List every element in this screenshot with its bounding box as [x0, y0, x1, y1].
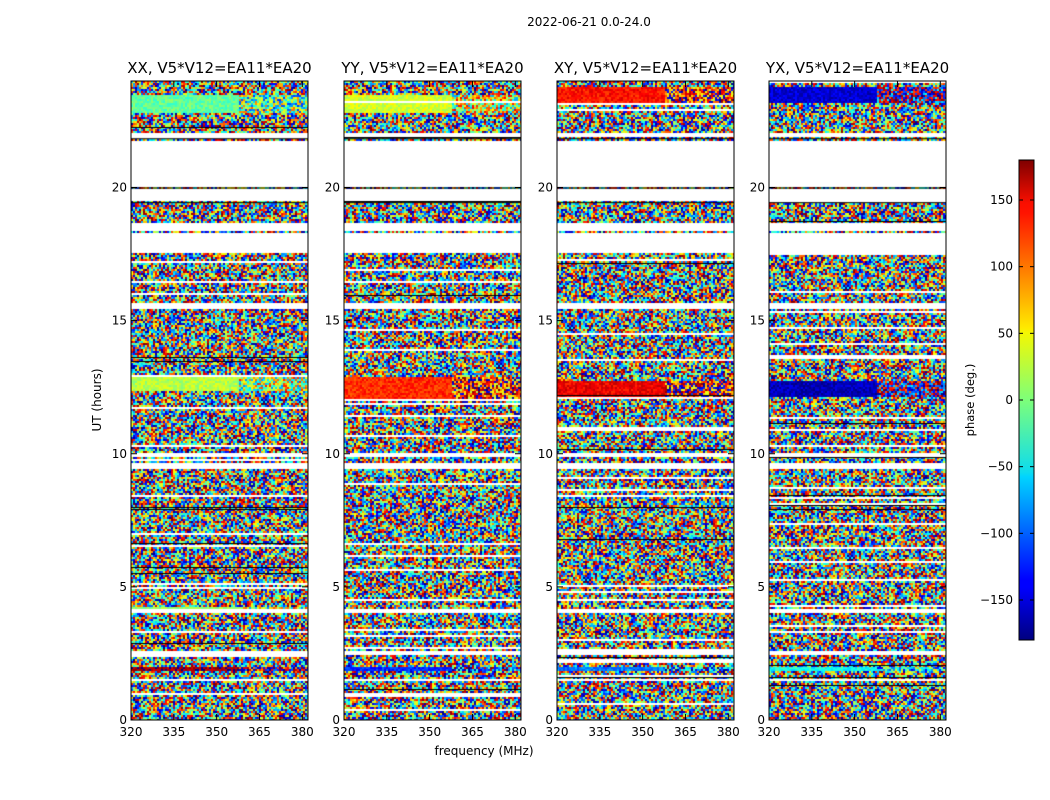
y-tick-label: 5 [119, 580, 127, 594]
panel-frame [343, 80, 522, 721]
x-tick-label: 320 [546, 725, 569, 739]
x-tick-label: 320 [120, 725, 143, 739]
panel-xy: XY, V5*V12=EA11*EA20 0 5 10 15 20 320 335 350 365… [538, 59, 740, 739]
colorbar-tick-label: −50 [988, 460, 1013, 474]
y-tick-label: 5 [545, 580, 553, 594]
y-tick-label: 15 [538, 314, 553, 328]
colorbar-tick-label: 100 [990, 260, 1013, 274]
y-tick-label: 20 [538, 181, 553, 195]
panel-heatmap-yx [769, 81, 946, 720]
panel-heatmap-yy [344, 81, 521, 720]
colorbar-tick-label: 0 [1005, 393, 1013, 407]
x-tick-label: 365 [248, 725, 271, 739]
x-tick-label: 320 [333, 725, 356, 739]
y-tick-label: 0 [332, 713, 340, 727]
y-tick-label: 10 [750, 447, 765, 461]
y-tick-label: 15 [112, 314, 127, 328]
x-tick-label: 335 [800, 725, 823, 739]
y-tick-label: 20 [112, 181, 127, 195]
x-tick-label: 350 [418, 725, 441, 739]
x-tick-label: 365 [461, 725, 484, 739]
x-tick-label: 380 [929, 725, 952, 739]
figure-suptitle: 2022-06-21 0.0-24.0 [527, 15, 651, 29]
x-tick-label: 380 [291, 725, 314, 739]
colorbar-tick-label: 50 [998, 326, 1013, 340]
panel-title: YY, V5*V12=EA11*EA20 [340, 59, 523, 77]
panel-xx: XX, V5*V12=EA11*EA20 0 5 10 15 20 320 335 350 365… [112, 59, 314, 739]
y-tick-label: 5 [757, 580, 765, 594]
y-tick-label: 15 [750, 314, 765, 328]
panel-title: XX, V5*V12=EA11*EA20 [127, 59, 311, 77]
panel-frame [130, 80, 309, 721]
y-tick-label: 0 [757, 713, 765, 727]
y-tick-label: 10 [112, 447, 127, 461]
x-tick-label: 335 [588, 725, 611, 739]
y-tick-label: 20 [750, 181, 765, 195]
x-tick-label: 365 [886, 725, 909, 739]
panel-heatmap-xx [131, 81, 308, 720]
panel-title: XY, V5*V12=EA11*EA20 [554, 59, 737, 77]
colorbar-tick-label: −150 [980, 593, 1013, 607]
panel-yx: YX, V5*V12=EA11*EA20 0 5 10 15 20 320 335 350 365… [750, 59, 952, 739]
panel-heatmap-xy [557, 81, 734, 720]
panel-frame [556, 80, 735, 721]
y-tick-label: 5 [332, 580, 340, 594]
x-tick-label: 350 [205, 725, 228, 739]
colorbar: −150 −100 −50 0 50 100 150 phase (deg.) [963, 159, 1035, 641]
x-tick-label: 380 [504, 725, 527, 739]
colorbar-tick-label: −100 [980, 526, 1013, 540]
panel-title: YX, V5*V12=EA11*EA20 [765, 59, 949, 77]
x-tick-label: 335 [162, 725, 185, 739]
x-tick-label: 350 [843, 725, 866, 739]
colorbar-label: phase (deg.) [963, 364, 977, 437]
colorbar-tick-label: 150 [990, 193, 1013, 207]
panel-yy: YY, V5*V12=EA11*EA20 0 5 10 15 20 320 335 350 365… [325, 59, 527, 739]
x-tick-label: 320 [758, 725, 781, 739]
x-tick-label: 365 [674, 725, 697, 739]
y-tick-label: 15 [325, 314, 340, 328]
colorbar-ticks: −150 −100 −50 0 50 100 150 [980, 193, 1034, 607]
panels-group: XX, V5*V12=EA11*EA20 0 5 10 15 20 320 335 350 365… [112, 59, 952, 739]
y-tick-label: 10 [538, 447, 553, 461]
y-tick-label: 10 [325, 447, 340, 461]
y-tick-label: 0 [119, 713, 127, 727]
y-axis-label: UT (hours) [90, 368, 104, 431]
x-tick-label: 335 [375, 725, 398, 739]
x-tick-label: 350 [631, 725, 654, 739]
x-axis-label: frequency (MHz) [434, 744, 533, 758]
panel-frame [768, 80, 947, 721]
x-tick-label: 380 [717, 725, 740, 739]
y-tick-label: 0 [545, 713, 553, 727]
y-tick-label: 20 [325, 181, 340, 195]
